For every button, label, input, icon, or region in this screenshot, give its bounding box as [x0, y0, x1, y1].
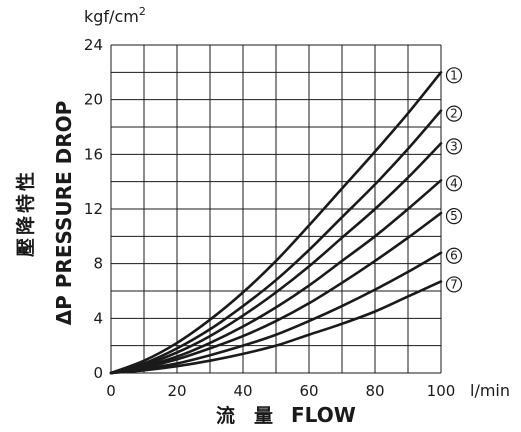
series-label: 4	[450, 176, 458, 190]
series-curve-1	[109, 71, 443, 375]
y-axis-title-cjk: 壓降特性	[14, 169, 37, 257]
series-label: 5	[450, 209, 458, 223]
y-tick-label: 0	[93, 364, 103, 382]
series-marker-4: 4	[445, 175, 463, 192]
series-label: 6	[450, 249, 458, 263]
y-tick-label: 20	[84, 91, 103, 109]
series-marker-7: 7	[445, 276, 463, 293]
marker-circle	[445, 276, 463, 293]
series-curve-3	[109, 142, 443, 375]
x-tick-label: 80	[365, 382, 384, 400]
marker-circle	[445, 175, 463, 192]
series-curve-2	[109, 109, 443, 375]
y-unit-label: kgf/cm2	[84, 5, 146, 26]
y-unit-text: kgf/cm	[84, 7, 139, 26]
x-tick-label: 100	[427, 382, 456, 400]
series-marker-5: 5	[445, 208, 463, 225]
series-label: 7	[450, 277, 458, 291]
y-tick-label: 16	[84, 145, 103, 163]
y-tick-label: 4	[93, 309, 103, 327]
series-label: 2	[450, 107, 458, 121]
series-label: 1	[450, 68, 458, 82]
y-axis-title-en: ΔP PRESSURE DROP	[52, 101, 76, 326]
marker-circle	[445, 208, 463, 225]
marker-circle	[445, 138, 463, 155]
marker-circle	[445, 247, 463, 264]
y-tick-label: 24	[84, 36, 103, 54]
series-marker-3: 3	[445, 138, 463, 155]
x-tick-label: 40	[233, 382, 252, 400]
x-axis-title-en: FLOW	[291, 403, 356, 427]
chart-curves	[109, 71, 443, 375]
x-tick-label: 20	[167, 382, 186, 400]
x-tick-label: 0	[106, 382, 116, 400]
x-axis-title-cjk: 流 量	[216, 404, 273, 427]
series-marker-2: 2	[445, 105, 463, 122]
x-tick-label: 60	[299, 382, 318, 400]
series-markers: 1 2 3 4 5 6 7	[445, 67, 463, 293]
y-unit-superscript: 2	[139, 5, 146, 18]
series-curve-6	[109, 251, 443, 375]
y-tick-label: 12	[84, 200, 103, 218]
series-curve-5	[109, 211, 443, 375]
series-label: 3	[450, 139, 458, 153]
y-tick-label: 8	[93, 255, 103, 273]
series-curve-4	[109, 179, 443, 375]
x-unit-label: l/min	[470, 381, 510, 400]
series-marker-1: 1	[445, 67, 463, 84]
marker-circle	[445, 105, 463, 122]
series-marker-6: 6	[445, 247, 463, 264]
chart-grid	[110, 44, 442, 374]
series-curve-7	[109, 280, 443, 375]
marker-circle	[445, 67, 463, 84]
